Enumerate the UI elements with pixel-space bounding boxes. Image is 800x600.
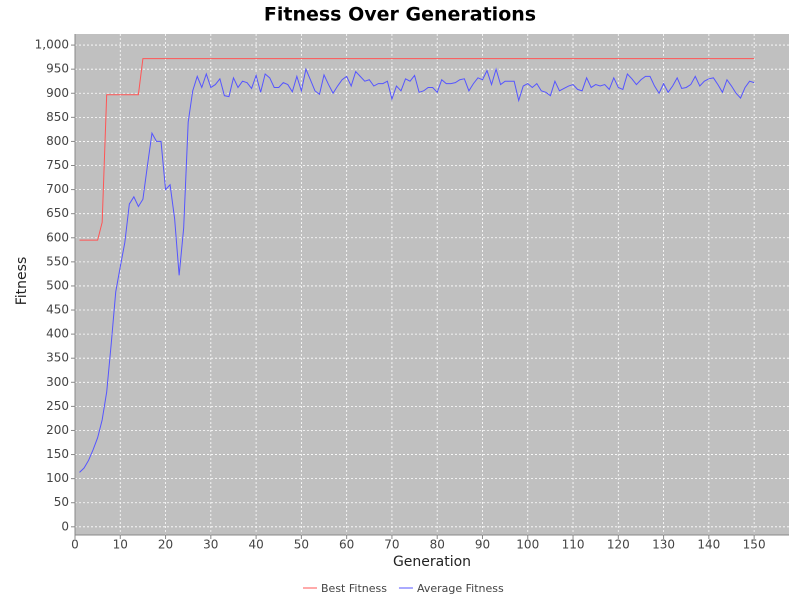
y-tick-label: 150 (46, 447, 69, 461)
x-tick-label: 80 (430, 538, 445, 552)
y-tick-label: 250 (46, 399, 69, 413)
series-line (79, 58, 755, 241)
y-tick-label: 0 (61, 519, 69, 533)
x-tick-label: 90 (475, 538, 490, 552)
x-tick-label: 140 (697, 538, 720, 552)
y-tick-label: 950 (46, 62, 69, 76)
x-tick-label: 130 (652, 538, 675, 552)
series-line (79, 67, 755, 473)
legend: Best Fitness Average Fitness (303, 582, 504, 595)
legend-label: Average Fitness (417, 582, 504, 595)
y-tick-label: 750 (46, 158, 69, 172)
x-tick-label: 20 (158, 538, 173, 552)
grid: 0501001502002503003504004505005506006507… (35, 34, 789, 552)
x-tick-label: 60 (339, 538, 354, 552)
x-tick-label: 50 (294, 538, 309, 552)
series-group (79, 58, 755, 473)
y-tick-label: 100 (46, 471, 69, 485)
y-tick-label: 350 (46, 351, 69, 365)
y-tick-label: 700 (46, 182, 69, 196)
x-tick-label: 30 (203, 538, 218, 552)
chart-title: Fitness Over Generations (264, 4, 536, 26)
y-tick-label: 550 (46, 254, 69, 268)
y-tick-label: 900 (46, 86, 69, 100)
x-tick-label: 0 (71, 538, 79, 552)
y-tick-label: 600 (46, 230, 69, 244)
x-tick-label: 120 (607, 538, 630, 552)
y-tick-label: 1,000 (35, 38, 69, 52)
x-tick-label: 100 (516, 538, 539, 552)
y-tick-label: 650 (46, 206, 69, 220)
y-axis-label: Fitness (14, 257, 30, 306)
x-tick-label: 110 (562, 538, 585, 552)
x-tick-label: 40 (248, 538, 263, 552)
x-tick-label: 150 (743, 538, 766, 552)
y-tick-label: 850 (46, 110, 69, 124)
x-tick-label: 10 (113, 538, 128, 552)
y-tick-label: 50 (54, 495, 69, 509)
y-tick-label: 300 (46, 375, 69, 389)
y-tick-label: 800 (46, 134, 69, 148)
y-tick-label: 500 (46, 278, 69, 292)
plot-area (75, 34, 789, 535)
legend-label: Best Fitness (321, 582, 387, 595)
x-axis-label: Generation (393, 554, 471, 570)
y-tick-label: 400 (46, 327, 69, 341)
y-tick-label: 450 (46, 303, 69, 317)
x-tick-label: 70 (384, 538, 399, 552)
y-tick-label: 200 (46, 423, 69, 437)
